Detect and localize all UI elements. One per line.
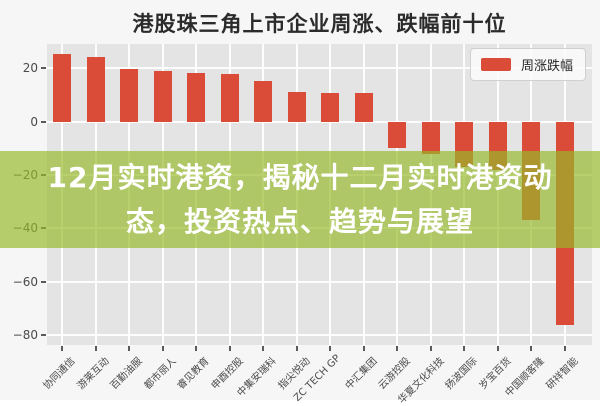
bar xyxy=(321,92,340,122)
bar xyxy=(187,72,206,122)
y-tick-mark xyxy=(41,120,46,123)
x-tick-mark xyxy=(228,346,231,351)
y-tick-mark xyxy=(41,333,46,336)
x-tick-mark xyxy=(463,346,466,351)
bar xyxy=(53,54,72,122)
bar xyxy=(421,121,440,155)
y-tick-label: −60 xyxy=(12,274,38,289)
bar xyxy=(220,74,239,122)
x-tick-mark xyxy=(563,346,566,351)
x-tick-label: 睿见教育 xyxy=(175,355,212,392)
y-tick-mark xyxy=(41,280,46,283)
legend: 周涨跌幅 xyxy=(469,48,586,81)
banner-text-line1: 12月实时港资，揭秘十二月实时港资动 xyxy=(47,160,553,194)
legend-label: 周涨跌幅 xyxy=(520,59,573,74)
x-tick-mark xyxy=(94,346,97,351)
y-gridline xyxy=(47,67,592,70)
legend-swatch xyxy=(480,58,511,71)
banner-overlay: 12月实时港资，揭秘十二月实时港资动 态，投资热点、趋势与展望 xyxy=(0,151,600,248)
y-tick-label: 20 xyxy=(22,61,38,76)
y-gridline xyxy=(47,120,592,123)
bar xyxy=(120,68,139,122)
banner-background xyxy=(0,151,600,248)
y-gridline xyxy=(47,333,592,336)
banner-text-line2: 态，投资热点、趋势与展望 xyxy=(125,204,474,238)
x-tick-mark xyxy=(262,346,265,351)
bar xyxy=(388,121,407,149)
x-tick-mark xyxy=(128,346,131,351)
x-tick-label: 都市丽人 xyxy=(142,355,179,392)
y-tick-label: −80 xyxy=(12,327,38,342)
y-gridline xyxy=(47,280,592,283)
x-tick-mark xyxy=(161,346,164,351)
bar xyxy=(86,56,105,122)
x-tick-mark xyxy=(396,346,399,351)
bar xyxy=(254,81,273,122)
x-tick-label: 扬波国际 xyxy=(443,355,480,392)
x-tick-label: 研祥智能 xyxy=(544,355,581,392)
bar xyxy=(354,93,373,122)
y-tick-label: 0 xyxy=(30,114,38,129)
x-tick-label: 中汇集团 xyxy=(343,355,380,392)
x-tick-mark xyxy=(329,346,332,351)
x-tick-mark xyxy=(362,346,365,351)
x-tick-mark xyxy=(61,346,64,351)
x-tick-mark xyxy=(530,346,533,351)
bar xyxy=(153,70,172,122)
chart-title: 港股珠三角上市企业周涨、跌幅前十位 xyxy=(132,12,507,36)
x-tick-label: 协同通信 xyxy=(41,355,78,392)
x-tick-mark xyxy=(295,346,298,351)
x-tick-label: 百勤油服 xyxy=(108,355,145,392)
x-tick-mark xyxy=(195,346,198,351)
x-tick-mark xyxy=(496,346,499,351)
x-tick-mark xyxy=(429,346,432,351)
bar xyxy=(287,91,306,122)
y-tick-mark xyxy=(41,67,46,70)
x-tick-label: 游莱互动 xyxy=(75,355,112,392)
